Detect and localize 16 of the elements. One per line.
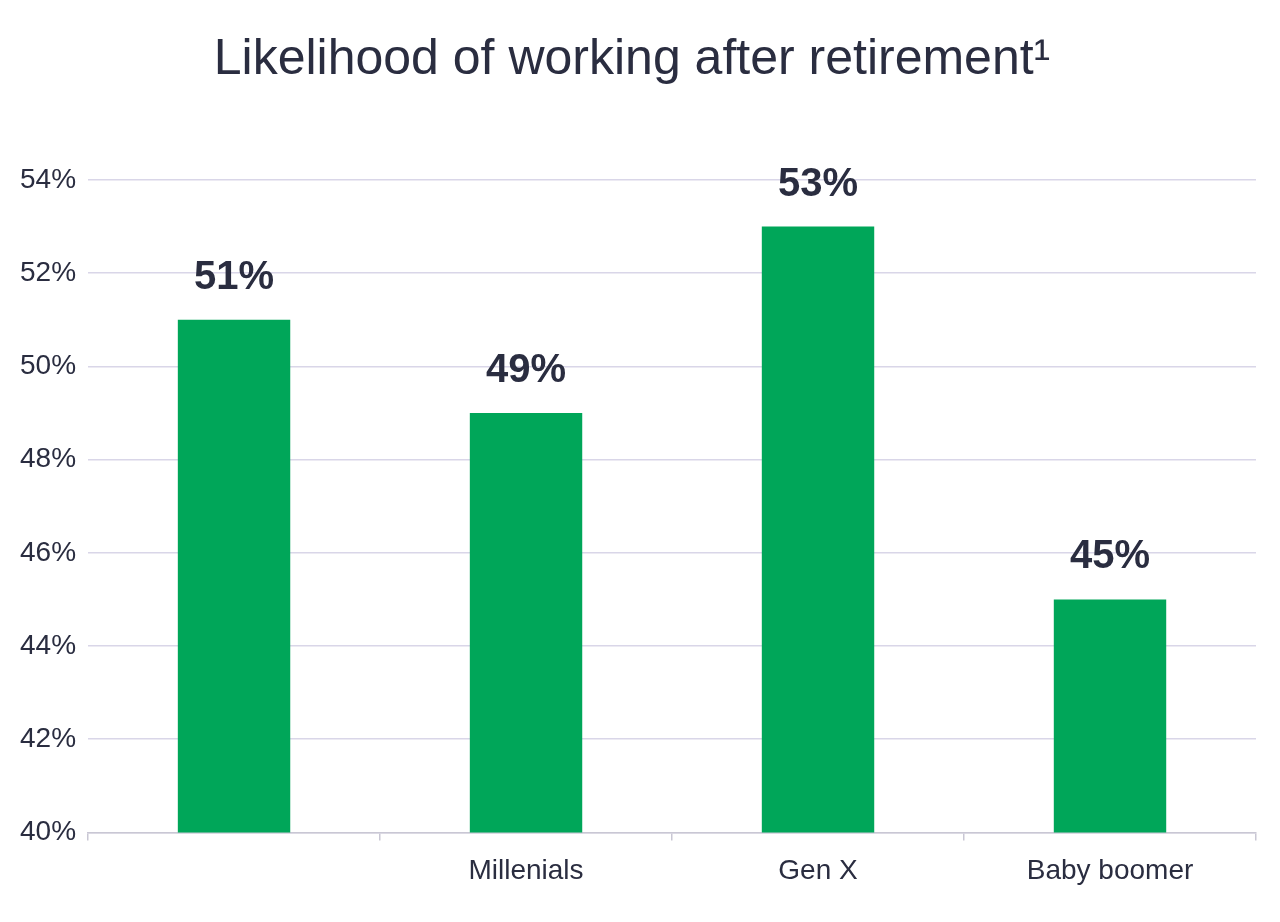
x-tick-label: Baby boomer xyxy=(1026,853,1194,885)
y-tick-label: 40% xyxy=(19,815,77,847)
y-tick-label: 42% xyxy=(19,721,77,753)
data-label: 45% xyxy=(1069,532,1151,577)
data-label: 51% xyxy=(194,252,275,297)
y-tick-label: 44% xyxy=(19,628,77,660)
y-tick-label: 54% xyxy=(19,162,77,194)
data-label: 49% xyxy=(485,346,567,391)
y-tick-label: 46% xyxy=(19,535,77,567)
y-tick-label: 50% xyxy=(19,349,77,381)
data-label: 53% xyxy=(777,159,859,204)
y-tick-label: 52% xyxy=(19,255,77,287)
chart-title: Likelihood of working after retirement¹ xyxy=(213,28,1051,85)
y-tick-label: 48% xyxy=(19,442,77,474)
x-tick-label: Gen X xyxy=(778,853,859,885)
x-tick-label: Millenials xyxy=(468,853,584,885)
